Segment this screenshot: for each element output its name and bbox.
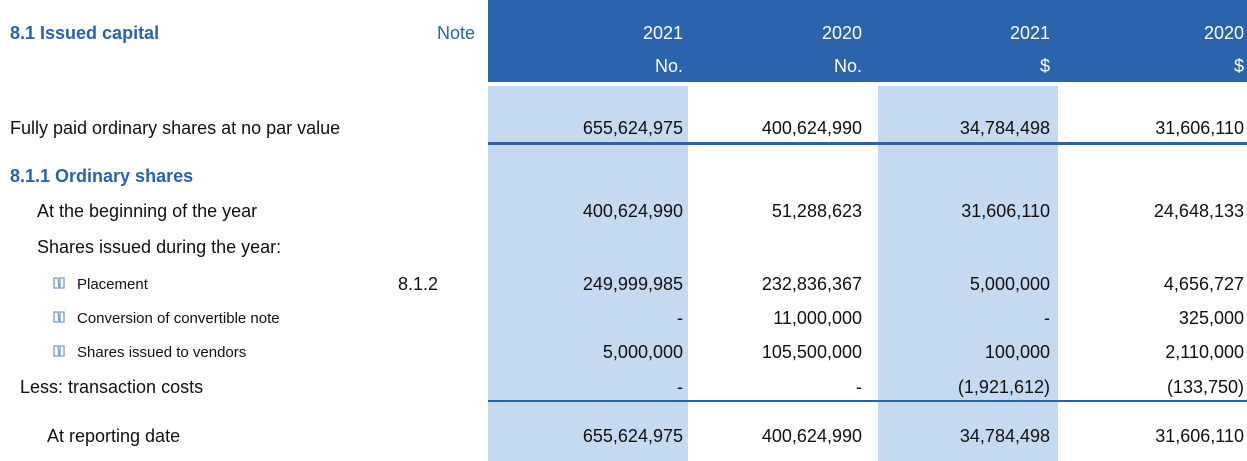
cell-value: - (677, 377, 683, 397)
row-note: 8.1.2 (398, 274, 439, 294)
cell-value: - (677, 308, 683, 328)
column-year: 2021 (1009, 23, 1050, 43)
column-unit: No. (833, 56, 862, 76)
column-shade (488, 86, 688, 461)
cell-value: 2,110,000 (1165, 342, 1244, 362)
note-header: Note (437, 23, 476, 43)
cell-value: - (856, 377, 862, 397)
cell-value: 249,999,985 (582, 274, 683, 294)
row-label: At reporting date (47, 426, 181, 446)
cell-value: 31,606,110 (961, 201, 1050, 221)
row-label: Less: transaction costs (20, 377, 204, 397)
row-label: Shares issued to vendors (77, 344, 247, 361)
cell-value: 325,000 (1178, 308, 1244, 328)
row-label: Placement (77, 276, 148, 293)
rule (488, 142, 1247, 145)
cell-value: 34,784,498 (959, 118, 1050, 138)
cell-value: 232,836,367 (761, 274, 862, 294)
cell-value: 400,624,990 (761, 118, 862, 138)
subsection-title: 8.1.1 Ordinary shares (10, 166, 194, 186)
column-year: 2020 (1203, 23, 1244, 43)
column-year: 2020 (821, 23, 862, 43)
column-year: 2021 (642, 23, 683, 43)
cell-value: 400,624,990 (582, 201, 683, 221)
cell-value: 11,000,000 (773, 308, 862, 328)
bullets (53, 277, 65, 323)
column-unit: $ (1233, 56, 1244, 76)
section-title: 8.1 Issued capital (10, 23, 160, 43)
cell-value: 34,784,498 (959, 426, 1050, 446)
rule (488, 400, 1247, 402)
column-unit: $ (1039, 56, 1050, 76)
cell-value: 5,000,000 (602, 342, 683, 362)
cell-value: 655,624,975 (582, 118, 683, 138)
cell-value: 31,606,110 (1155, 118, 1244, 138)
cell-value: 105,500,000 (761, 342, 862, 362)
cell-value: 400,624,990 (761, 426, 862, 446)
row-label: Shares issued during the year: (37, 237, 282, 257)
column-shade (878, 86, 1058, 461)
cell-value: 4,656,727 (1163, 274, 1244, 294)
cell-value: (133,750) (1166, 377, 1244, 397)
cell-value: 51,288,623 (771, 201, 862, 221)
bullet (53, 345, 65, 357)
cell-value: 24,648,133 (1153, 201, 1244, 221)
row-label: Conversion of convertible note (77, 310, 280, 327)
cell-value: 655,624,975 (582, 426, 683, 446)
column-unit: No. (654, 56, 683, 76)
cell-value: 5,000,000 (969, 274, 1050, 294)
header-band (488, 0, 1247, 82)
row-label: Fully paid ordinary shares at no par val… (10, 118, 341, 138)
cell-value: 31,606,110 (1155, 426, 1244, 446)
cell-value: (1,921,612) (957, 377, 1050, 397)
cell-value: - (1044, 308, 1050, 328)
cell-value: 100,000 (984, 342, 1050, 362)
row-label: At the beginning of the year (37, 201, 258, 221)
